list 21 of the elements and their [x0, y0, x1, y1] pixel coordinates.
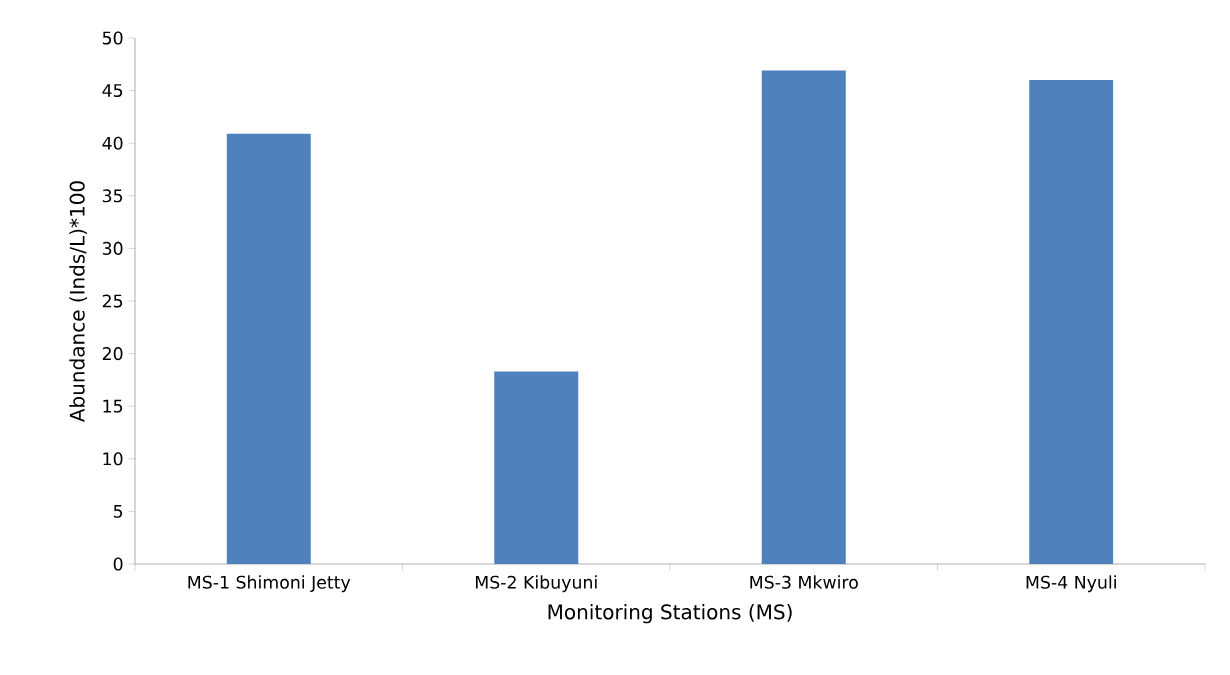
- y-tick-label: 50: [102, 31, 123, 45]
- y-tick-label: 40: [102, 136, 123, 150]
- x-tick-label: MS-4 Nyuli: [1026, 575, 1116, 593]
- y-tick-label: 15: [103, 399, 123, 413]
- y-tick-label: 30: [102, 241, 123, 255]
- x-axis-title: Monitoring Stations (MS): [548, 603, 792, 624]
- x-tick-label: MS-3 Mkwiro: [750, 575, 858, 589]
- bar: [226, 133, 311, 564]
- bar: [1029, 80, 1114, 564]
- y-axis-title: Abundance (Inds/L)*100: [69, 181, 88, 423]
- bar: [494, 371, 579, 564]
- bar: [761, 70, 846, 564]
- x-tick-label: MS-1 Shimoni Jetty: [188, 575, 351, 593]
- y-tick-label: 0: [113, 557, 123, 571]
- y-tick-label: 20: [102, 347, 123, 361]
- y-tick-label: 35: [102, 189, 123, 203]
- y-tick-label: 45: [102, 84, 123, 98]
- y-tick-label: 5: [113, 504, 123, 518]
- y-tick-label: 25: [102, 294, 123, 308]
- x-tick-label: MS-2 Kibuyuni: [475, 575, 597, 593]
- y-tick-label: 10: [103, 452, 123, 466]
